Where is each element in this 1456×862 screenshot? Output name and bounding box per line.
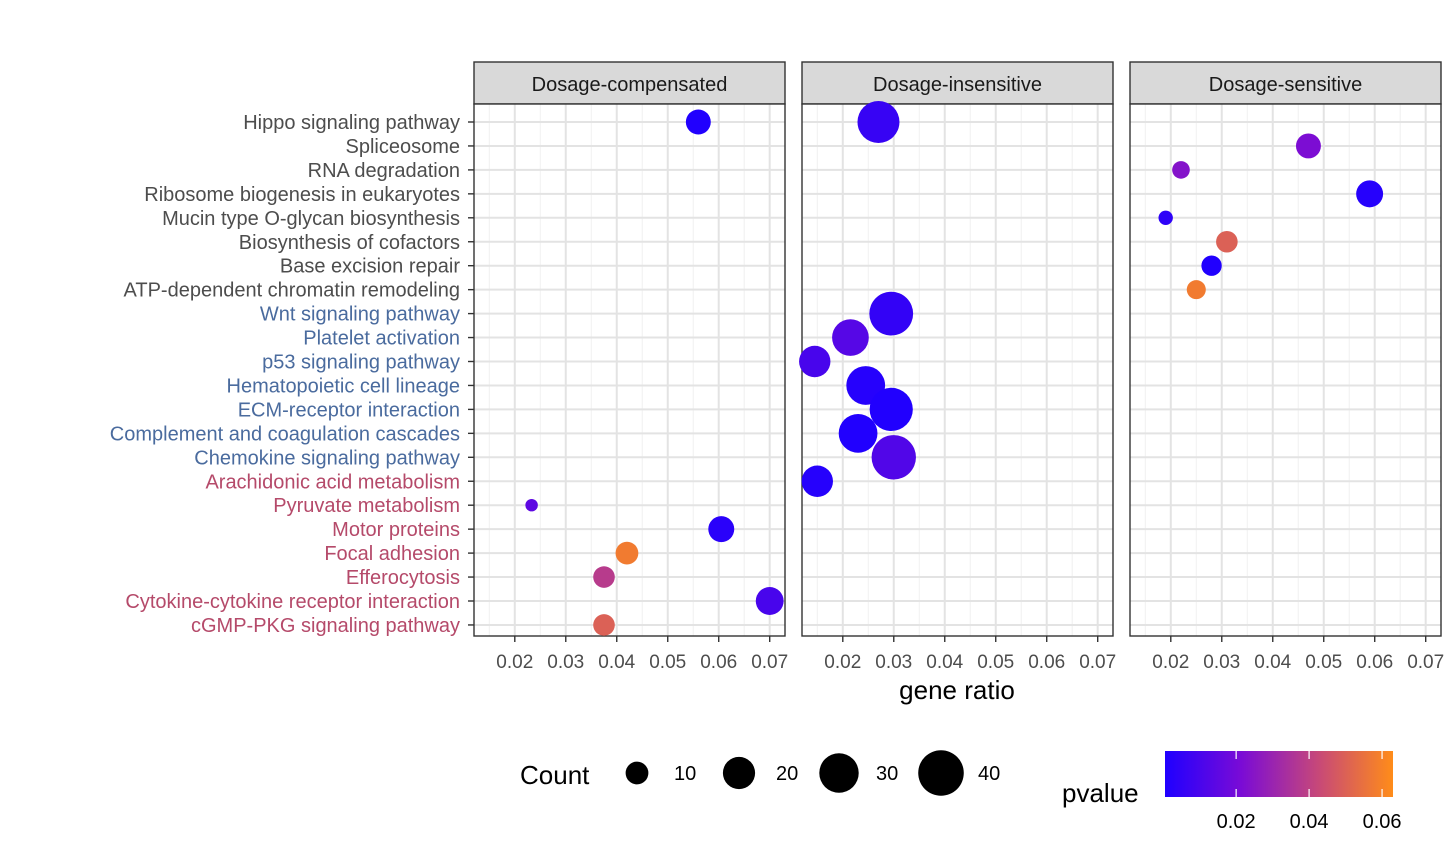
colorbar-tick-label: 0.06 [1363, 811, 1402, 833]
facet-panel: Dosage-compensated 0.02 0.03 0.04 0.05 0.06 0.… [473, 61, 788, 673]
data-point [832, 319, 869, 356]
colorbar-tick-label: 0.02 [1217, 811, 1256, 833]
pvalue-colorbar [1165, 751, 1393, 797]
data-point [593, 566, 615, 588]
data-point [615, 541, 639, 565]
y-tick-label: Hematopoietic cell lineage [227, 375, 460, 397]
panel-border [1129, 103, 1442, 637]
data-point [1216, 230, 1238, 253]
panel-border [473, 103, 786, 637]
facet-panels: Dosage-compensated 0.02 0.03 0.04 0.05 0.06 0.… [473, 61, 1444, 673]
count-legend-key [819, 753, 859, 793]
y-tick-label: Hippo signaling pathway [243, 112, 460, 134]
y-tick-label: Cytokine-cytokine receptor interaction [125, 591, 460, 613]
y-tick-label: Chemokine signaling pathway [194, 447, 460, 469]
facet-strip [473, 61, 786, 105]
x-tick-label: 0.02 [824, 652, 861, 673]
facet-panel: Dosage-insensitive 0.02 0.03 0.04 0.05 0.06 0.… [799, 61, 1116, 673]
count-legend: Count 10 20 30 40 [520, 750, 1000, 796]
pvalue-legend-title: pvalue [1062, 778, 1139, 808]
count-legend-label: 30 [876, 763, 898, 785]
y-tick-label: Biosynthesis of cofactors [239, 232, 460, 254]
data-point [1356, 180, 1384, 208]
x-tick-label: 0.03 [547, 652, 584, 673]
x-tick-label: 0.06 [700, 652, 737, 673]
colorbar-tick-label: 0.04 [1290, 811, 1329, 833]
x-tick-label: 0.02 [1152, 652, 1189, 673]
panel-background [1130, 104, 1441, 636]
data-point [755, 587, 784, 615]
x-tick-label: 0.03 [875, 652, 912, 673]
data-point [593, 614, 615, 636]
data-point [525, 498, 538, 512]
y-tick-label: ECM-receptor interaction [238, 399, 460, 421]
y-tick-label: Pyruvate metabolism [273, 495, 460, 517]
y-tick-label: Complement and coagulation cascades [110, 423, 460, 445]
facet-strip-label: Dosage-compensated [532, 74, 728, 96]
data-point [1295, 133, 1321, 159]
pvalue-legend: pvalue 0.02 0.04 0.06 [1062, 751, 1402, 833]
x-axis-title: gene ratio [899, 675, 1015, 705]
y-tick-label: Motor proteins [332, 519, 460, 541]
count-legend-key [918, 750, 964, 796]
x-tick-label: 0.07 [1407, 652, 1444, 673]
count-legend-label: 10 [674, 763, 696, 785]
y-tick-label: Efferocytosis [346, 567, 460, 589]
y-tick-label: Mucin type O-glycan biosynthesis [162, 208, 460, 230]
data-point [869, 387, 913, 431]
data-point [708, 516, 735, 543]
y-tick-label: Platelet activation [303, 328, 460, 350]
facet-panel: Dosage-sensitive 0.02 0.03 0.04 0.05 0.06 0.07 [1129, 61, 1444, 673]
count-legend-label: 40 [978, 763, 1000, 785]
y-tick-label: Arachidonic acid metabolism [205, 471, 460, 493]
data-point [1158, 210, 1173, 225]
panel-background [802, 104, 1113, 636]
y-tick-label: ATP-dependent chromatin remodeling [124, 280, 460, 302]
count-legend-title: Count [520, 760, 590, 790]
x-tick-label: 0.05 [649, 652, 686, 673]
x-tick-label: 0.04 [1254, 652, 1291, 673]
y-tick-label: p53 signaling pathway [262, 352, 460, 374]
x-tick-label: 0.04 [598, 652, 635, 673]
data-point [871, 435, 916, 480]
x-tick-label: 0.07 [751, 652, 788, 673]
x-tick-label: 0.06 [1028, 652, 1065, 673]
count-legend-label: 20 [776, 763, 798, 785]
y-tick-label: Base excision repair [280, 256, 460, 278]
y-tick-label: Wnt signaling pathway [260, 304, 460, 326]
x-tick-label: 0.05 [1305, 652, 1342, 673]
y-tick-label: Spliceosome [345, 136, 460, 158]
y-tick-label: Focal adhesion [324, 543, 460, 565]
x-tick-label: 0.04 [926, 652, 963, 673]
count-legend-key [625, 761, 649, 785]
x-tick-label: 0.06 [1356, 652, 1393, 673]
x-tick-label: 0.05 [977, 652, 1014, 673]
facet-strip-label: Dosage-insensitive [873, 74, 1042, 96]
data-point [799, 345, 831, 378]
facet-strip [801, 61, 1114, 105]
data-point [838, 413, 878, 453]
x-tick-label: 0.07 [1079, 652, 1116, 673]
data-point [869, 291, 914, 336]
x-tick-label: 0.02 [496, 652, 533, 673]
y-tick-label: cGMP-PKG signaling pathway [191, 615, 460, 637]
x-tick-label: 0.03 [1203, 652, 1240, 673]
y-tick-label: Ribosome biogenesis in eukaryotes [144, 184, 460, 206]
facet-strip [1129, 61, 1442, 105]
data-point [801, 465, 833, 497]
data-point [857, 101, 900, 143]
data-point [1186, 280, 1206, 300]
y-tick-label: RNA degradation [308, 160, 460, 182]
data-point [1172, 161, 1190, 179]
facet-strip-label: Dosage-sensitive [1209, 74, 1362, 96]
count-legend-key [722, 756, 756, 790]
data-point [685, 109, 711, 135]
data-point [1201, 255, 1222, 276]
